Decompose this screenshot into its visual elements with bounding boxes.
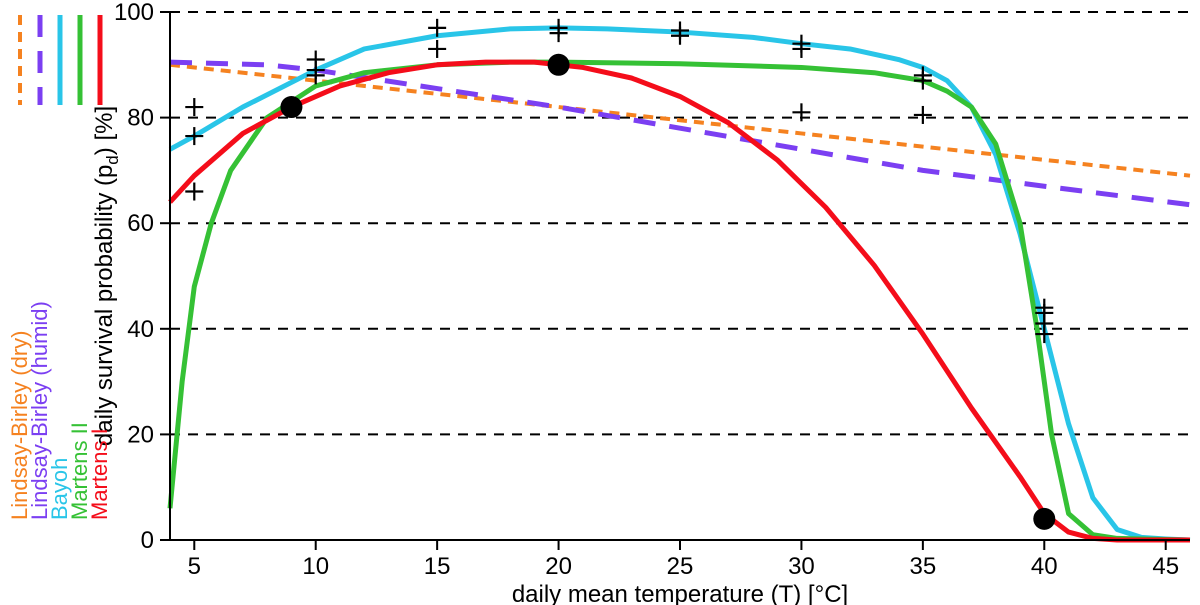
- data-dot: [280, 96, 302, 118]
- y-tick-label: 100: [114, 0, 154, 26]
- x-tick-label: 45: [1152, 553, 1179, 580]
- x-tick-label: 25: [667, 553, 694, 580]
- x-tick-label: 10: [302, 553, 329, 580]
- data-plus: [914, 106, 932, 124]
- x-tick-label: 15: [424, 553, 451, 580]
- y-tick-label: 60: [127, 210, 154, 237]
- data-dot: [548, 54, 570, 76]
- data-plus: [428, 40, 446, 58]
- chart-svg: 5 10 15 20 25 30 35 40 45 0 20 40 60 80 100 daily mean …: [0, 0, 1200, 605]
- y-tick-label: 80: [127, 105, 154, 132]
- y-tick-label: 0: [141, 527, 154, 554]
- data-dot: [1033, 508, 1055, 530]
- y-tick-label: 20: [127, 421, 154, 448]
- x-tick-label: 35: [910, 553, 937, 580]
- data-plus: [792, 103, 810, 121]
- chart-container: { "chart": { "type": "line", "background…: [0, 0, 1200, 605]
- x-tick-label: 30: [788, 553, 815, 580]
- y-axis-label: daily survival probability (pd) [%]: [91, 106, 122, 446]
- legend-label: Martens I: [87, 428, 112, 520]
- x-tick-label: 5: [188, 553, 201, 580]
- y-axis-label-group: daily survival probability (pd) [%]: [91, 106, 122, 446]
- x-tick-label: 40: [1031, 553, 1058, 580]
- x-tick-label: 20: [545, 553, 572, 580]
- y-tick-label: 40: [127, 316, 154, 343]
- series-bayoh: [170, 28, 1190, 540]
- data-plus: [185, 98, 203, 116]
- x-axis-label: daily mean temperature (T) [°C]: [512, 581, 848, 605]
